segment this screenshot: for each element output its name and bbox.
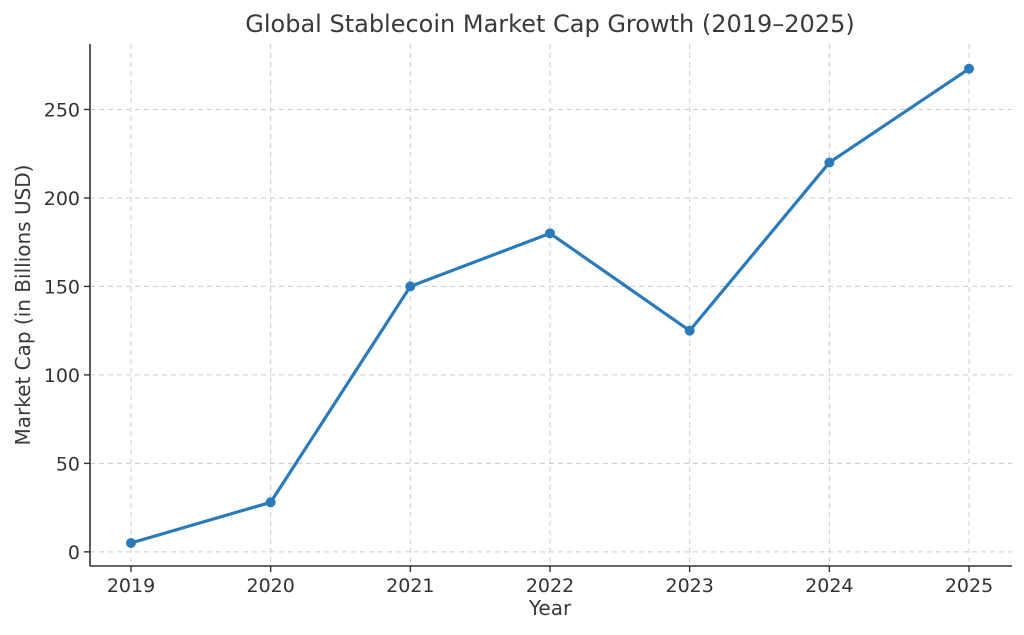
y-tick-label: 250 — [44, 99, 80, 121]
x-tick-label: 2021 — [386, 575, 434, 597]
y-axis-label: Market Cap (in Billions USD) — [11, 165, 35, 446]
axes — [84, 44, 1012, 572]
data-point — [824, 157, 835, 168]
data-point — [684, 325, 695, 336]
data-point — [265, 497, 276, 508]
chart-title: Global Stablecoin Market Cap Growth (201… — [245, 10, 854, 38]
y-tick-label: 50 — [56, 453, 80, 475]
data-point — [405, 281, 416, 292]
data-point — [545, 228, 555, 239]
x-axis-label: Year — [528, 596, 572, 620]
y-tick-label: 150 — [44, 276, 80, 298]
grid — [90, 44, 1012, 566]
data-point — [964, 63, 974, 74]
y-tick-label: 0 — [68, 542, 80, 564]
y-tick-label: 100 — [44, 365, 80, 387]
x-tick-label: 2019 — [107, 575, 155, 597]
x-tick-label: 2020 — [246, 575, 294, 597]
x-tick-label: 2024 — [805, 575, 853, 597]
x-tick-label: 2025 — [945, 575, 993, 597]
x-tick-label: 2023 — [665, 575, 713, 597]
tick-labels: 2019 2020 2021 2022 2023 2024 2025 0 50 100 150 200… — [44, 99, 993, 597]
series — [126, 63, 974, 548]
x-tick-label: 2022 — [526, 575, 574, 597]
y-tick-label: 200 — [44, 188, 80, 210]
data-point — [126, 537, 136, 548]
